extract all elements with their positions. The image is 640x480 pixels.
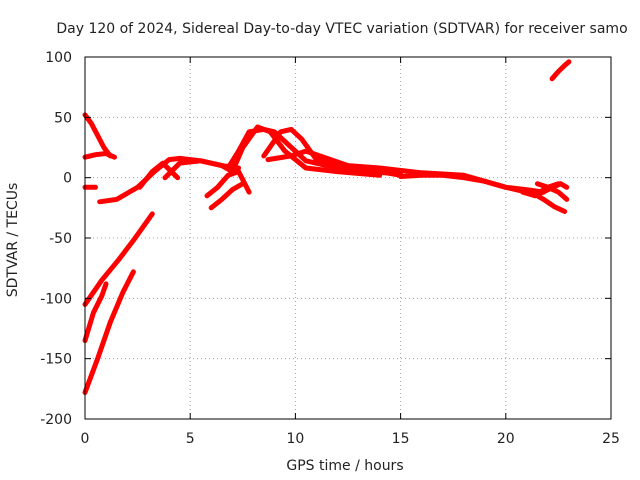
x-tick-label: 25: [602, 431, 620, 447]
series-arc-10: [204, 169, 252, 199]
series-arc-2: [82, 151, 117, 160]
series-arc-13: [229, 124, 383, 178]
grid: [85, 57, 611, 419]
series-arc-6: [82, 281, 109, 344]
data-series: [82, 59, 572, 395]
y-tick-label: -100: [40, 291, 72, 307]
series-arc-19: [520, 181, 570, 199]
plot-frame: [84, 56, 612, 420]
series-arc-5: [82, 211, 155, 307]
x-tick-label: 5: [186, 431, 195, 447]
y-axis-ticks: -200 -150 -100 -50 0 50 100: [40, 50, 611, 428]
y-tick-label: -50: [49, 231, 72, 247]
y-tick-label: -150: [40, 352, 72, 368]
chart-title: Day 120 of 2024, Sidereal Day-to-day VTE…: [56, 21, 627, 37]
y-tick-label: 100: [45, 50, 72, 66]
y-tick-label: -200: [40, 412, 72, 428]
series-arc-11: [208, 181, 246, 211]
series-arc-8: [137, 160, 181, 190]
series-arc-16: [398, 172, 561, 196]
y-axis-label: SDTVAR / TECUs: [5, 183, 21, 298]
x-tick-label: 10: [286, 431, 304, 447]
x-axis-ticks: 0 5 10 15 20 25: [81, 57, 620, 447]
y-tick-label: 0: [63, 171, 72, 187]
series-arc-20: [549, 59, 572, 82]
x-tick-label: 20: [497, 431, 515, 447]
x-tick-label: 0: [81, 431, 90, 447]
x-axis-label: GPS time / hours: [286, 458, 403, 474]
series-arc-7: [82, 269, 136, 395]
series-arc-14: [261, 126, 404, 178]
y-tick-label: 50: [54, 110, 72, 126]
x-tick-label: 15: [392, 431, 410, 447]
series-arc-1: [82, 112, 113, 159]
